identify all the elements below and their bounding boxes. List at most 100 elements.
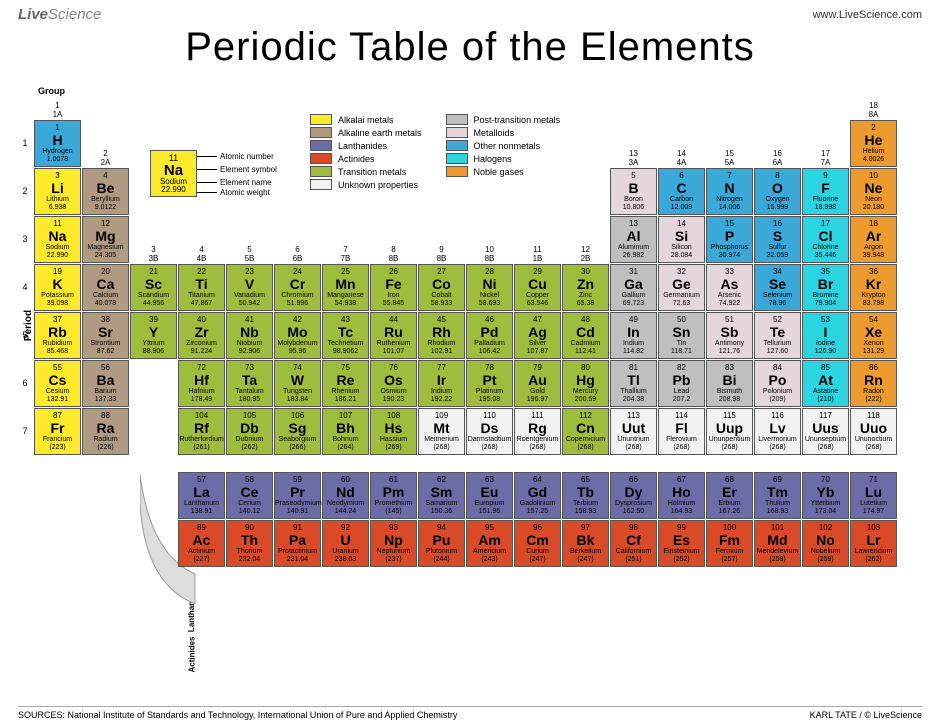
element-cell: 79AuGold196.97 (514, 360, 561, 407)
element-cell: 106SgSeaborgium(266) (274, 408, 321, 455)
element-cell: 12MgMagnesium24.305 (82, 216, 129, 263)
group-header: 155A (706, 150, 753, 168)
group-header: 108B (466, 246, 513, 264)
group-header: 33B (130, 246, 177, 264)
element-cell: 85AtAstatine(210) (802, 360, 849, 407)
group-header: 88B (370, 246, 417, 264)
footer: SOURCES: National Institute of Standards… (18, 706, 922, 720)
element-cell: 39YYttrium88.906 (130, 312, 177, 359)
element-cell: 7NNitrogen14.006 (706, 168, 753, 215)
period-header: 5 (18, 330, 32, 340)
element-cell: 111RgRoentgenium(268) (514, 408, 561, 455)
element-cell: 33AsArsenic74.922 (706, 264, 753, 311)
element-cell: 99EsEinsteinium(252) (658, 520, 705, 567)
element-cell: 46PdPalladium106.42 (466, 312, 513, 359)
sources-text: SOURCES: National Institute of Standards… (18, 710, 457, 720)
element-cell: 57LaLanthanum138.91 (178, 472, 225, 519)
element-cell: 76OsOsmium190.23 (370, 360, 417, 407)
group-label: Group (38, 86, 65, 96)
period-header: 6 (18, 378, 32, 388)
element-cell: 102NoNobelium(259) (802, 520, 849, 567)
element-cell: 98CfCalifornium(251) (610, 520, 657, 567)
element-cell: 116LvLivermorium(268) (754, 408, 801, 455)
period-header: 3 (18, 234, 32, 244)
element-cell: 28NiNickel58.693 (466, 264, 513, 311)
element-cell: 17ClChlorine35.446 (802, 216, 849, 263)
element-cell: 32GeGermanium72.63 (658, 264, 705, 311)
element-cell: 52TeTellurium127.60 (754, 312, 801, 359)
element-cell: 89AcActinium(227) (178, 520, 225, 567)
group-header: 144A (658, 150, 705, 168)
element-cell: 78PtPlatinum195.08 (466, 360, 513, 407)
element-cell: 91PaProtactinium231.04 (274, 520, 321, 567)
element-cell: 35BrBromine79.904 (802, 264, 849, 311)
element-cell: 43TcTechnetium98.9062 (322, 312, 369, 359)
element-cell: 11NaSodium22.990 (34, 216, 81, 263)
element-cell: 115UupUnunpentium(268) (706, 408, 753, 455)
element-cell: 6CCarbon12.009 (658, 168, 705, 215)
element-cell: 69TmThulium168.93 (754, 472, 801, 519)
element-cell: 114FlFlerovium(268) (658, 408, 705, 455)
group-header: 166A (754, 150, 801, 168)
element-cell: 29CuCopper63.546 (514, 264, 561, 311)
element-cell: 96CmCurium(247) (514, 520, 561, 567)
element-cell: 2HeHelium4.0026 (850, 120, 897, 167)
element-cell: 118UuoUnunoctium(268) (850, 408, 897, 455)
element-cell: 54XeXenon131.29 (850, 312, 897, 359)
key-cell: 11 Na Sodium 22.990 (150, 150, 197, 197)
element-cell: 117UusUnunseptium(268) (802, 408, 849, 455)
element-cell: 23VVanadium50.942 (226, 264, 273, 311)
element-cell: 20CaCalcium40.078 (82, 264, 129, 311)
element-cell: 82PbLead207.2 (658, 360, 705, 407)
element-cell: 88RaRadium(226) (82, 408, 129, 455)
element-cell: 13AlAluminum26.982 (610, 216, 657, 263)
element-cell: 18ArArgon39.948 (850, 216, 897, 263)
element-cell: 47AgSilver107.87 (514, 312, 561, 359)
element-cell: 75ReRhenium186.21 (322, 360, 369, 407)
element-cell: 55CsCesium132.91 (34, 360, 81, 407)
legend-item: Post-transition metals (446, 114, 561, 125)
page-title: Periodic Table of the Elements (0, 25, 940, 70)
legend-item: Metalloids (446, 127, 561, 138)
element-cell: 53IIodine126.90 (802, 312, 849, 359)
element-cell: 67HoHolmium164.93 (658, 472, 705, 519)
legend-item: Other nonmetals (446, 140, 561, 151)
element-cell: 19KPotassium39.098 (34, 264, 81, 311)
element-cell: 25MnManganese54.938 (322, 264, 369, 311)
element-cell: 49InIndium114.82 (610, 312, 657, 359)
element-cell: 112CnCopernicium(268) (562, 408, 609, 455)
element-cell: 22TiTitanium47.867 (178, 264, 225, 311)
element-cell: 100FmFermium(257) (706, 520, 753, 567)
element-cell: 93NpNeptunium(237) (370, 520, 417, 567)
element-cell: 41NbNiobium92.906 (226, 312, 273, 359)
element-cell: 50SnTin118.71 (658, 312, 705, 359)
element-cell: 16SSulfur32.059 (754, 216, 801, 263)
element-cell: 95AmAmericium(243) (466, 520, 513, 567)
legend-item: Noble gases (446, 166, 561, 177)
group-header: 133A (610, 150, 657, 168)
element-cell: 65TbTerbium158.93 (562, 472, 609, 519)
element-cell: 86RnRadon(222) (850, 360, 897, 407)
group-header: 55B (226, 246, 273, 264)
legend-item: Alkaline earth metals (310, 127, 422, 138)
period-header: 4 (18, 282, 32, 292)
group-header: 177A (802, 150, 849, 168)
group-header: 188A (850, 102, 897, 120)
element-cell: 68ErErbium167.26 (706, 472, 753, 519)
group-header: 44B (178, 246, 225, 264)
element-cell: 113UutUnuntrium(268) (610, 408, 657, 455)
element-cell: 104RfRutherfordium(261) (178, 408, 225, 455)
legend-item: Unknown properties (310, 179, 422, 190)
element-cell: 72HfHafnium178.49 (178, 360, 225, 407)
element-cell: 34SeSelenium78.96 (754, 264, 801, 311)
group-header: 77B (322, 246, 369, 264)
element-cell: 58CeCerium140.12 (226, 472, 273, 519)
element-cell: 74WTungsten183.84 (274, 360, 321, 407)
header: LiveScience www.LiveScience.com (0, 0, 940, 23)
element-cell: 110DsDarmstadtium(268) (466, 408, 513, 455)
element-cell: 40ZrZirconium91.224 (178, 312, 225, 359)
actinides-label: Actinides (188, 636, 197, 672)
element-cell: 103LrLawrencium(262) (850, 520, 897, 567)
legend-key: 11 Na Sodium 22.990 Atomic number Elemen… (150, 150, 197, 197)
element-cell: 48CdCadmium112.41 (562, 312, 609, 359)
